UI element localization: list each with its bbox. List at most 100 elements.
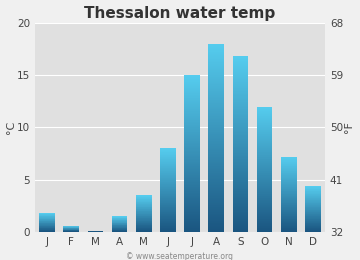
Bar [184, 213, 200, 214]
Bar [281, 222, 297, 223]
Bar [208, 104, 224, 105]
Bar [184, 166, 200, 167]
Bar [208, 154, 224, 155]
Bar [208, 146, 224, 147]
Bar [257, 179, 273, 180]
Bar [208, 218, 224, 219]
Bar [208, 128, 224, 129]
Bar [160, 210, 176, 211]
Bar [281, 186, 297, 187]
Bar [233, 217, 248, 218]
Bar [208, 52, 224, 53]
Bar [233, 156, 248, 157]
Bar [257, 187, 273, 188]
Bar [257, 195, 273, 196]
Bar [233, 147, 248, 148]
Bar [305, 188, 321, 189]
Bar [257, 125, 273, 126]
Bar [184, 151, 200, 152]
Bar [233, 163, 248, 164]
Bar [257, 152, 273, 153]
Bar [233, 82, 248, 83]
Bar [136, 221, 152, 222]
Bar [208, 138, 224, 139]
Bar [184, 85, 200, 86]
Bar [257, 200, 273, 201]
Bar [281, 160, 297, 161]
Bar [184, 231, 200, 232]
Bar [184, 194, 200, 195]
Bar [184, 200, 200, 201]
Bar [305, 228, 321, 229]
Bar [160, 217, 176, 218]
Bar [184, 172, 200, 173]
Bar [136, 203, 152, 204]
Bar [233, 190, 248, 191]
Bar [208, 103, 224, 104]
Bar [208, 113, 224, 114]
Bar [39, 215, 55, 216]
Bar [281, 191, 297, 192]
Bar [233, 196, 248, 197]
Bar [257, 117, 273, 118]
Bar [160, 207, 176, 208]
Bar [208, 208, 224, 209]
Bar [233, 153, 248, 154]
Bar [136, 206, 152, 207]
Bar [281, 219, 297, 220]
Bar [184, 174, 200, 175]
Bar [281, 228, 297, 229]
Bar [160, 231, 176, 232]
Bar [184, 123, 200, 124]
Bar [208, 210, 224, 211]
Bar [184, 162, 200, 163]
Bar [257, 183, 273, 184]
Bar [136, 211, 152, 212]
Bar [184, 88, 200, 89]
Bar [184, 167, 200, 168]
Bar [233, 99, 248, 100]
Bar [112, 230, 127, 231]
Bar [257, 191, 273, 192]
Bar [208, 94, 224, 95]
Bar [233, 60, 248, 61]
Bar [160, 198, 176, 199]
Bar [184, 168, 200, 169]
Bar [233, 123, 248, 124]
Bar [160, 195, 176, 196]
Bar [257, 133, 273, 134]
Bar [257, 210, 273, 211]
Bar [208, 79, 224, 80]
Bar [184, 109, 200, 110]
Bar [184, 111, 200, 112]
Bar [257, 186, 273, 187]
Bar [257, 223, 273, 224]
Bar [257, 111, 273, 112]
Bar [184, 76, 200, 77]
Bar [233, 61, 248, 62]
Bar [208, 163, 224, 164]
Bar [257, 130, 273, 131]
Bar [281, 209, 297, 210]
Bar [136, 207, 152, 208]
Bar [136, 219, 152, 220]
Bar [281, 211, 297, 212]
Bar [184, 155, 200, 156]
Bar [39, 217, 55, 218]
Bar [208, 105, 224, 106]
Bar [208, 110, 224, 111]
Bar [233, 175, 248, 176]
Bar [112, 221, 127, 222]
Bar [233, 86, 248, 87]
Bar [184, 128, 200, 129]
Bar [233, 203, 248, 204]
Bar [233, 171, 248, 172]
Bar [208, 149, 224, 150]
Bar [257, 139, 273, 140]
Bar [233, 218, 248, 219]
Bar [233, 223, 248, 224]
Bar [257, 218, 273, 219]
Bar [184, 105, 200, 106]
Bar [208, 141, 224, 142]
Bar [208, 125, 224, 126]
